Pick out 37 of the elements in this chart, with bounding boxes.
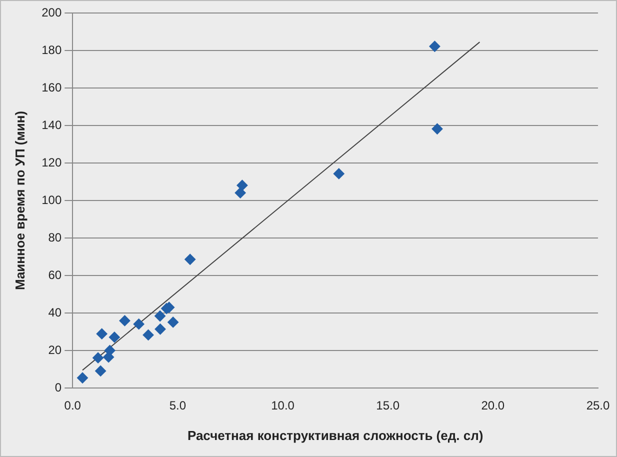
point (429, 40, 440, 52)
y-tick-label: 20 (48, 342, 62, 357)
point (154, 324, 166, 335)
point (168, 316, 179, 328)
y-tick-label: 160 (42, 80, 62, 94)
y-tick-label: 40 (48, 305, 62, 320)
y-axis-title: Маинное время по УП (мин) (12, 110, 28, 290)
y-tick-label: 200 (42, 5, 62, 20)
point (77, 372, 88, 384)
x-tick-label: 0.0 (64, 398, 82, 413)
y-tick-label: 60 (48, 268, 62, 282)
point (333, 168, 344, 180)
x-tick-label: 20.0 (481, 398, 505, 413)
point (92, 352, 104, 364)
point (142, 329, 154, 340)
y-tick-label: 140 (42, 118, 62, 132)
point (133, 318, 144, 330)
y-tick-label: 80 (48, 230, 62, 244)
point (104, 345, 116, 356)
point (154, 310, 166, 322)
x-tick-label: 25.0 (586, 398, 610, 413)
x-tick-label: 5.0 (169, 398, 186, 413)
point (95, 365, 106, 376)
y-tick-label: 0 (54, 380, 62, 394)
y-tick-label: 100 (42, 192, 62, 207)
point (234, 187, 246, 198)
point (236, 180, 248, 191)
x-tick-label: 10.0 (271, 398, 295, 413)
point (96, 328, 108, 340)
x-axis-title: Расчетная конструктивная сложность (ед. сл) (187, 428, 484, 443)
y-tick-label: 120 (42, 155, 62, 170)
point (119, 315, 130, 326)
y-tick-label: 180 (42, 42, 62, 57)
point (108, 332, 120, 343)
x-tick-label: 15.0 (376, 398, 400, 413)
point (184, 254, 196, 265)
point (432, 123, 443, 134)
